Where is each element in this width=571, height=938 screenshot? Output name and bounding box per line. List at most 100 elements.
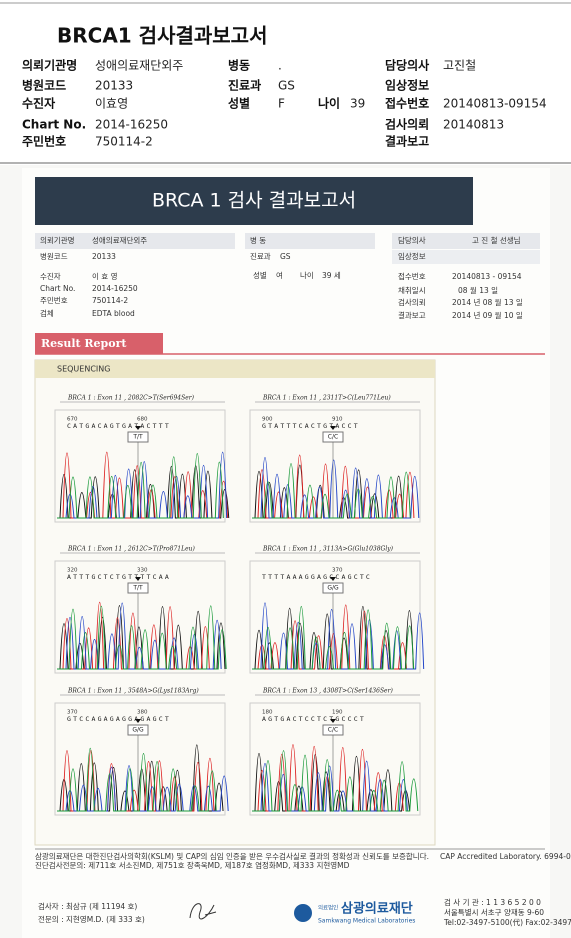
scan-info-value: GS [280, 252, 291, 261]
chromatogram-frame [54, 702, 226, 816]
scan-banner [35, 177, 473, 225]
chromatogram-frame [249, 409, 421, 523]
info-value: . [278, 59, 282, 73]
scan-info-shade [245, 233, 375, 249]
doctor: 전문의 : 지현영M.D. (제 333 호) [38, 914, 145, 924]
info-label: 진료과 [228, 78, 261, 93]
panel-sequence: CATGACAGTGATACTTT [67, 422, 171, 430]
scan-info-label: 의뢰기관명 [40, 235, 75, 245]
info-label: 수진자 [22, 96, 55, 111]
info-label: 병원코드 [22, 78, 66, 93]
scan-info-shade [35, 233, 235, 249]
variant-arrow [330, 719, 336, 723]
scan-info-value: 08 월 13 일 [458, 285, 498, 295]
info-value: 20133 [95, 79, 133, 93]
chromatogram-trace [252, 457, 420, 519]
panel-sequence: ATTTGCTCTGTTTTCAA [67, 573, 171, 581]
panel-position: 900 [262, 417, 273, 423]
scan-info-label: 담당의사 [398, 235, 426, 245]
panel-title: BRCA 1 : Exon 11 , 2082C>T(Ser694Ser) [67, 395, 195, 402]
panel-position: 380 [137, 710, 148, 716]
info-value: 750114-2 [95, 135, 153, 149]
chromatogram-frame [249, 702, 421, 816]
scan-info-label: 임상정보 [398, 251, 426, 261]
scan-info-value: 2014 년 08 월 13 일 [452, 297, 523, 307]
panel-title: BRCA 1 : Exon 11 , 3548A>G(Lys1183Arg) [67, 688, 199, 695]
address: 서울특별시 서초구 양재동 9-60 [444, 907, 544, 917]
scan-info-value: 성애의료재단외주 [92, 235, 147, 245]
scan-info-label: 검사의뢰 [398, 297, 426, 307]
footer-specialists: 진단검사전문의: 제711호 서소진MD, 제751호 장족욱MD, 제187호… [35, 860, 350, 870]
panel-genotype: C/C [328, 727, 338, 734]
info-label: 결과보고 [385, 134, 429, 149]
chromatogram-trace [57, 602, 222, 670]
panel-sequence: TTTTAAAGGAGCCAGCTC [262, 573, 372, 581]
panel-position: 680 [137, 417, 148, 423]
scan-info-value: 2014-16250 [92, 284, 138, 293]
scan-info-label: 진료과 [250, 251, 271, 261]
phone: Tel:02-3497-5100(代) Fax:02-3497-5240 [443, 917, 571, 927]
chromatogram-trace [57, 604, 226, 670]
scan-info-label: 접수번호 [398, 272, 426, 281]
info-value: 고진철 [443, 59, 476, 73]
info-label: 주민번호 [22, 134, 66, 149]
info-value: GS [278, 79, 295, 93]
panel-sequence: GTATTTCACTGTACCT [262, 422, 360, 430]
scan-info-shade [392, 250, 540, 264]
variant-arrow [135, 719, 141, 723]
panel-position: 670 [67, 417, 78, 423]
chromatogram-trace [252, 744, 404, 812]
signature [189, 903, 217, 920]
chromatogram-trace [252, 463, 411, 519]
scan-info-value: 여 [276, 270, 283, 280]
scan-info-label: 주민번호 [40, 295, 68, 305]
info-label: 담당의사 [385, 58, 429, 73]
chromatogram-trace [57, 605, 227, 670]
info-label: 병동 [228, 58, 250, 73]
tester: 검사자 : 최삼규 (제 11194 호) [38, 901, 137, 911]
panel-genotype: G/G [327, 585, 339, 592]
panel-genotype: G/G [132, 727, 144, 734]
scan-info-value: 750114-2 [92, 296, 128, 305]
panel-title: BRCA 1 : Exon 11 , 2612C>T(Pro871Leu) [67, 546, 196, 553]
panel-sequence: GTCCAGAGAGGAGAGCT [67, 715, 171, 723]
scan-info-value: 20133 [92, 252, 116, 261]
variant-arrow [330, 426, 336, 430]
scan-info-value: 20140813 - 09154 [452, 272, 522, 281]
info-label: 접수번호 [385, 96, 429, 111]
panel-position: 190 [332, 710, 343, 716]
chromatogram-trace [57, 747, 217, 812]
scan-info-value: EDTA blood [92, 309, 135, 318]
chromatogram-trace [252, 605, 415, 670]
info-value: 이효영 [95, 97, 128, 111]
info-label: 나이 [318, 96, 340, 111]
chromatogram-trace [57, 750, 215, 812]
scan-info-value: 이 효 영 [92, 271, 117, 281]
panel-sequence: AGTGACTCCTCTGCCCT [262, 715, 366, 723]
scan-info-label: 나이 [300, 270, 314, 280]
info-label: Chart No. [22, 118, 86, 132]
scan-info-value: 2014 년 09 월 10 일 [452, 310, 523, 320]
info-value: 39 [350, 97, 365, 111]
section-title: Result Report [41, 337, 127, 350]
info-label: 의뢰기관명 [22, 58, 77, 73]
scan-info-label: 검체 [40, 308, 54, 318]
chromatogram-trace [252, 753, 411, 812]
panels: BRCA 1 : Exon 11 , 2082C>T(Ser694Ser) 670… [54, 395, 425, 816]
variant-arrow [135, 577, 141, 581]
scan-info-label: 병원코드 [40, 252, 68, 261]
scan-info-label: 채취일시 [398, 285, 426, 295]
panel-position: 370 [332, 568, 343, 574]
scan-info-label: 수진자 [40, 271, 61, 281]
chromatogram-frame [54, 560, 226, 674]
panel-position: 910 [332, 417, 343, 423]
info-label: 검사의뢰 [385, 117, 429, 132]
chromatogram-trace [57, 765, 229, 812]
chromatogram-trace [57, 601, 210, 670]
sequencing-box [34, 359, 436, 846]
footer-statement: 삼광의료재단은 대한진단검사의학회(KSLM) 및 CAP의 심임 인증을 받은… [35, 851, 429, 861]
logo-name: 삼광의료재단 [341, 901, 413, 917]
panel-position: 370 [67, 710, 78, 716]
